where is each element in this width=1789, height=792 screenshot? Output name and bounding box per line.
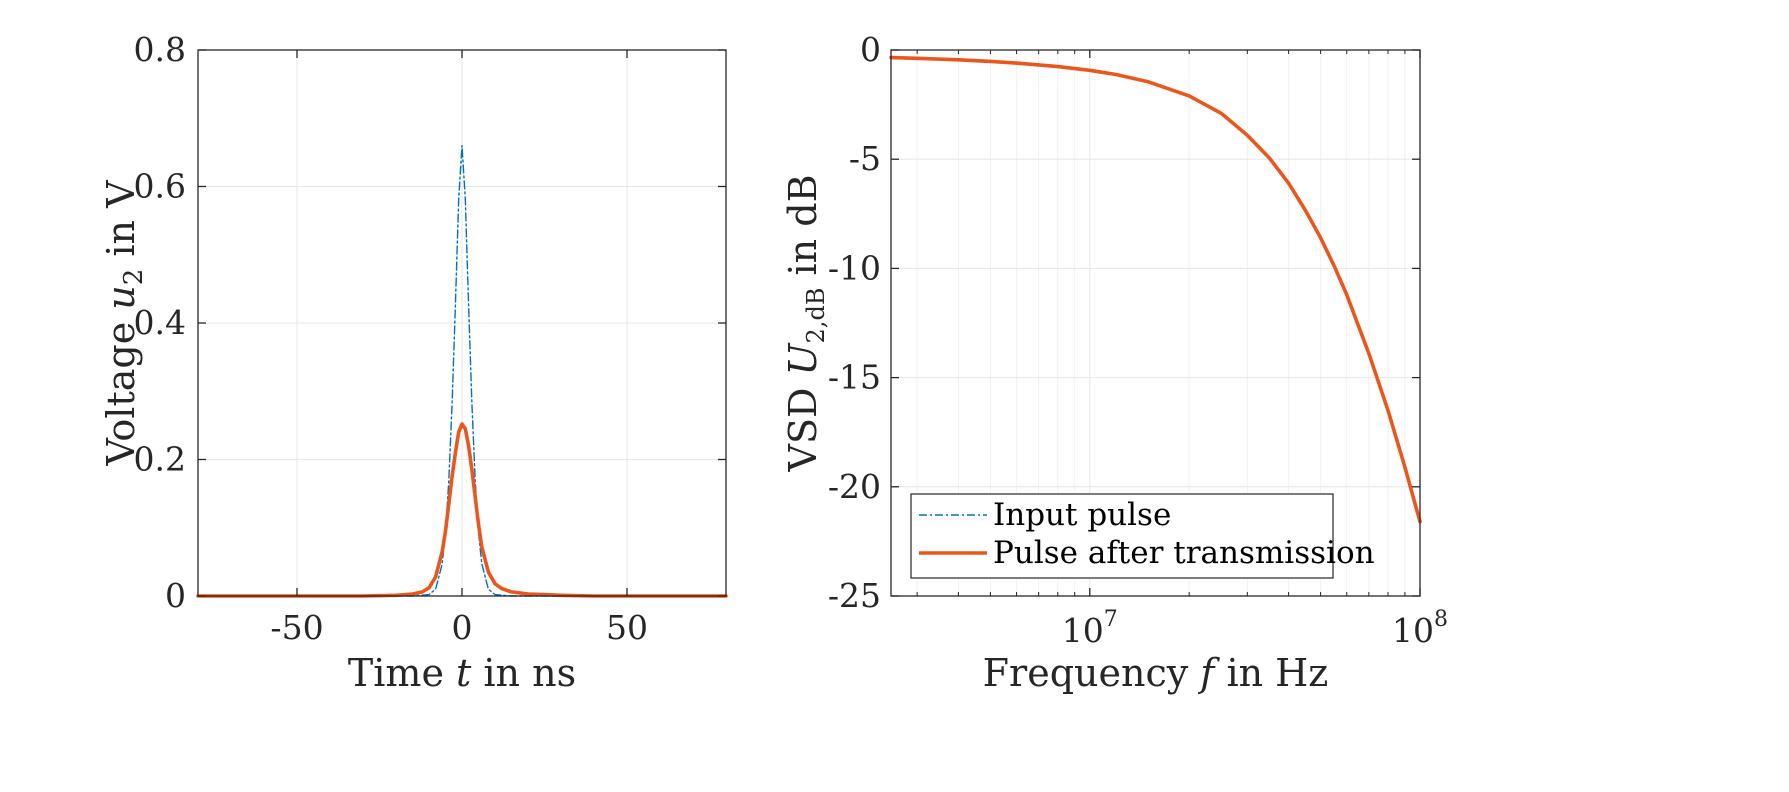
y-axis-label-suffix: in dB bbox=[781, 174, 825, 287]
x-axis-label-prefix: Frequency bbox=[983, 651, 1201, 695]
series-line-pulse-after-transmission bbox=[196, 422, 728, 598]
frequency-domain-plot: 107 108 -25-20-15-10-50 Frequency f in Hz… bbox=[781, 30, 1448, 695]
x-tick-label: 0 bbox=[452, 608, 473, 647]
x-tick-label: 50 bbox=[606, 608, 648, 647]
x-tick-labels: -50 0 50 bbox=[270, 608, 648, 647]
x-axis-label-prefix: Time bbox=[348, 651, 456, 695]
legend-label-input-pulse: Input pulse bbox=[993, 497, 1171, 533]
y-axis-label-prefix: Voltage bbox=[99, 310, 143, 467]
x-tick-label-exponent: 8 bbox=[1434, 607, 1448, 632]
x-axis-label-suffix: in Hz bbox=[1214, 651, 1328, 695]
y-axis-label-subscript: 2 bbox=[119, 269, 149, 286]
x-axis-label-variable: t bbox=[456, 651, 472, 695]
x-axis-label: Time t in ns bbox=[348, 651, 576, 695]
y-axis-label-suffix: in V bbox=[99, 180, 143, 269]
y-tick-labels: 0 0.2 0.4 0.6 0.8 bbox=[134, 30, 186, 615]
x-tick-labels: 107 108 bbox=[1062, 607, 1448, 650]
y-tick-label: 0.2 bbox=[134, 440, 186, 479]
x-tick-label: 107 bbox=[1062, 607, 1118, 650]
y-tick-label: -20 bbox=[828, 467, 881, 506]
y-axis-label-prefix: VSD bbox=[781, 375, 825, 472]
x-tick-label: 108 bbox=[1392, 607, 1448, 650]
tick-marks bbox=[198, 49, 726, 597]
tick-marks bbox=[891, 49, 1421, 597]
y-tick-label: 0.8 bbox=[134, 30, 186, 69]
series-line-input-pulse bbox=[197, 144, 727, 597]
x-tick-label-base: 10 bbox=[1062, 611, 1104, 650]
legend-label-pulse-after-transmission: Pulse after transmission bbox=[993, 535, 1375, 571]
x-tick-label-exponent: 7 bbox=[1104, 607, 1118, 632]
y-tick-label: -5 bbox=[849, 139, 881, 178]
series-group bbox=[196, 144, 728, 598]
legend: Input pulse Pulse after transmission bbox=[910, 493, 1375, 579]
x-axis-label: Frequency f in Hz bbox=[983, 651, 1329, 695]
y-axis-label: VSD U2,dB in dB bbox=[781, 174, 830, 472]
y-tick-label: -15 bbox=[828, 358, 881, 397]
y-axis-label-variable: u bbox=[99, 285, 143, 309]
y-tick-labels: -25 -20 -15 -10 -5 0 bbox=[828, 30, 881, 615]
y-axis-label-variable: U bbox=[781, 341, 825, 375]
y-tick-label: 0 bbox=[165, 576, 186, 615]
time-domain-plot: -50 0 50 0 0.2 0.4 0.6 0.8 Time t in ns Voltag… bbox=[99, 30, 728, 695]
y-axis-label-subscript: 2,dB bbox=[802, 288, 830, 344]
series-group bbox=[889, 55, 1422, 524]
series-line-pulse-after-transmission bbox=[889, 55, 1422, 524]
y-axis-label: Voltage u2 in V bbox=[99, 180, 149, 467]
x-tick-label-base: 10 bbox=[1392, 611, 1434, 650]
y-tick-label: 0.6 bbox=[134, 167, 186, 206]
y-tick-label: 0 bbox=[860, 30, 881, 69]
y-tick-label: -25 bbox=[828, 576, 881, 615]
axes-box bbox=[890, 49, 1421, 597]
y-tick-label: -10 bbox=[828, 248, 881, 287]
x-tick-label: -50 bbox=[270, 608, 323, 647]
legend-box bbox=[910, 493, 1334, 579]
y-tick-label: 0.4 bbox=[134, 303, 186, 342]
x-axis-label-suffix: in ns bbox=[471, 651, 576, 695]
